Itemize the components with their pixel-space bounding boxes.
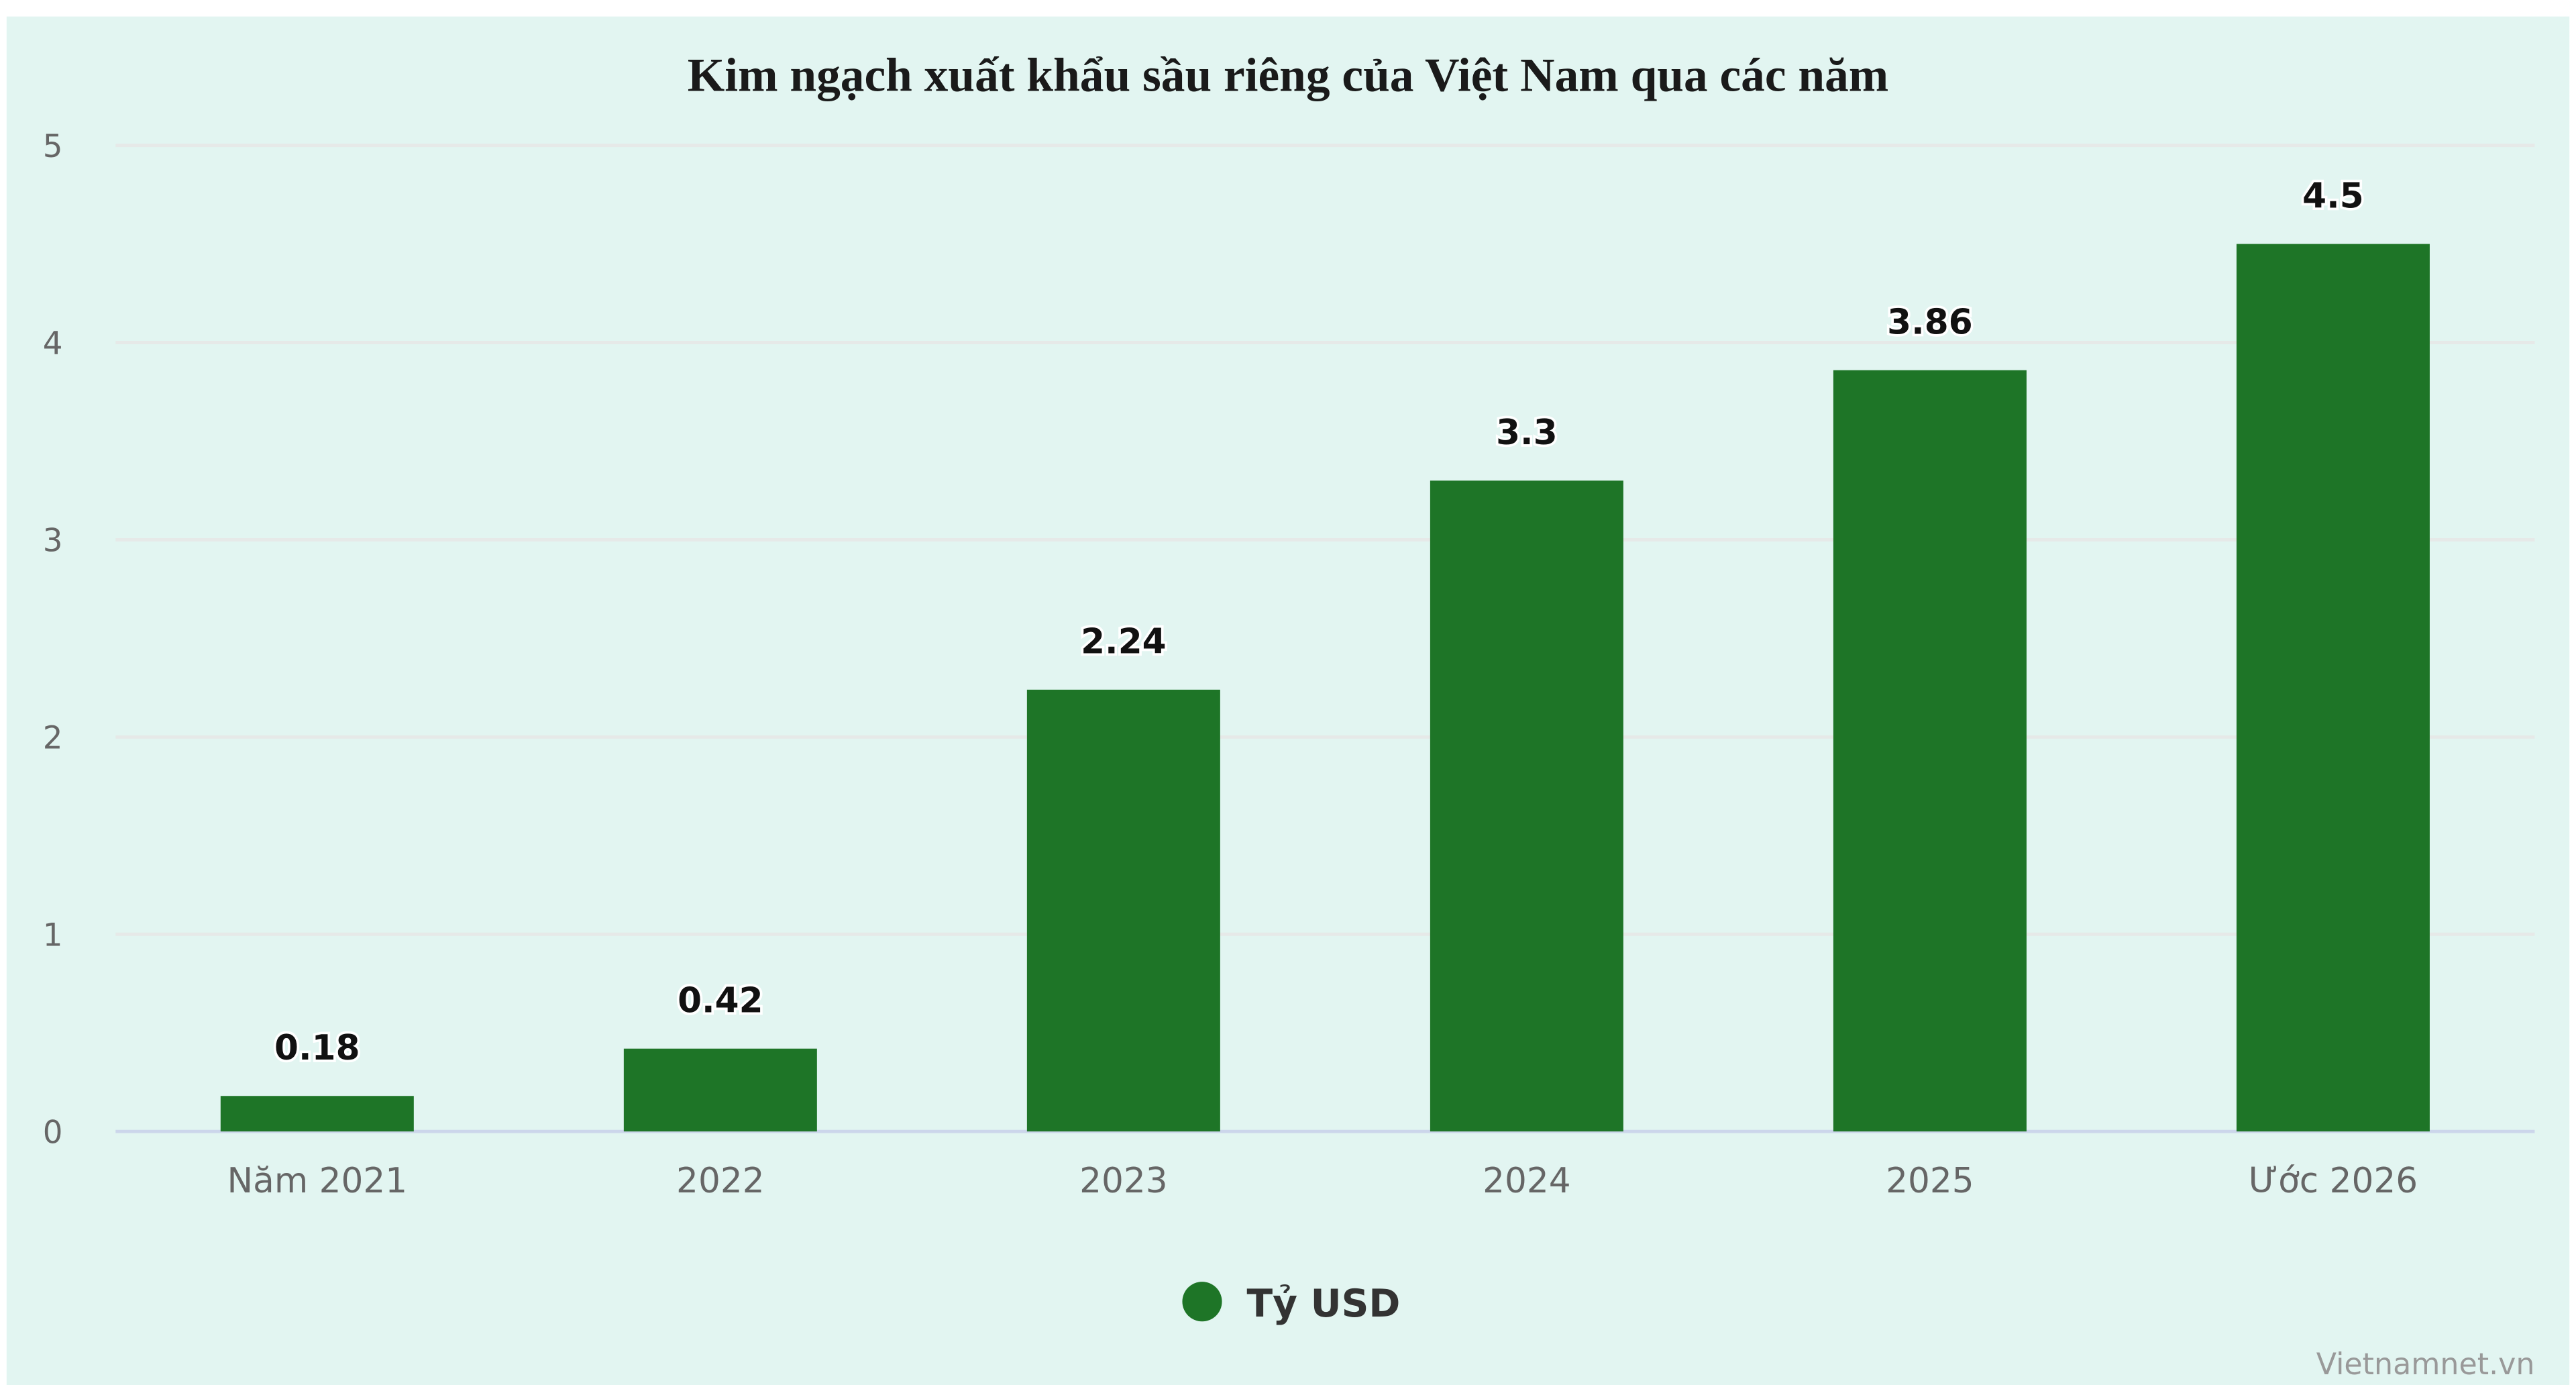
gridlines [115,144,2535,936]
bar[interactable] [220,1096,414,1132]
credit-text: Vietnamnet.vn [2316,1347,2535,1382]
y-tick-label: 0 [43,1115,63,1151]
y-axis-ticks: 0 1 2 3 4 5 [43,129,63,1151]
x-tick-label: 2023 [1079,1161,1168,1201]
chart-title: Kim ngạch xuất khẩu sầu riêng của Việt N… [688,48,1888,101]
bar[interactable] [1833,370,2027,1132]
x-tick-label: 2025 [1886,1161,1974,1201]
x-tick-label: Năm 2021 [227,1161,407,1201]
y-tick-label: 1 [43,917,63,954]
data-label: 3.3 [1496,413,1558,453]
data-label: 0.42 [678,981,763,1021]
x-tick-label: 2022 [676,1161,765,1201]
data-label: 4.5 [2302,176,2364,216]
data-label: 3.86 [1887,303,1973,343]
y-tick-label: 4 [43,326,63,362]
x-axis-ticks: Năm 2021 2022 2023 2024 2025 Ước 2026 [227,1161,2418,1201]
chart-background [6,16,2570,1385]
bar[interactable] [623,1048,817,1132]
y-tick-label: 3 [43,523,63,560]
legend-label[interactable]: Tỷ USD [1246,1282,1400,1326]
bar[interactable] [2236,244,2430,1132]
y-tick-label: 5 [43,129,63,165]
legend[interactable]: Tỷ USD [1182,1282,1400,1326]
legend-marker [1182,1282,1222,1322]
bar[interactable] [1430,480,1623,1132]
x-tick-label: Ước 2026 [2249,1161,2418,1201]
y-tick-label: 2 [43,721,63,757]
x-tick-label: 2024 [1483,1161,1571,1201]
bars: 0.18 0.42 2.24 3.3 3.86 4.5 [220,174,2430,1132]
data-label: 0.18 [274,1028,360,1068]
bar[interactable] [1026,689,1220,1132]
data-label: 2.24 [1081,622,1167,662]
